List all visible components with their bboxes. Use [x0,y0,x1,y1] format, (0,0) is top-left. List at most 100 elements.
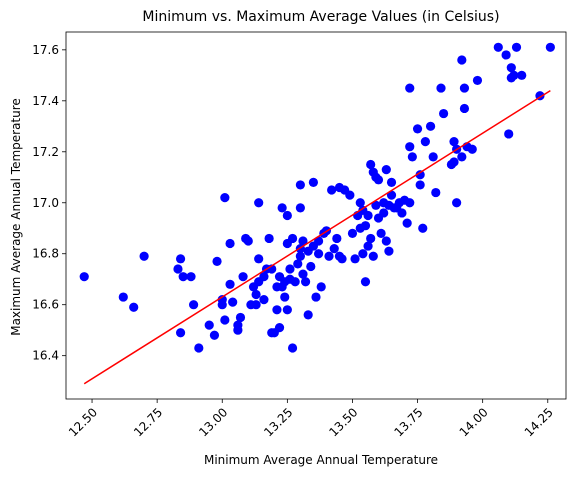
data-point [233,320,243,330]
data-point [324,251,334,261]
data-point [287,233,298,244]
data-point [457,55,467,65]
data-point [506,63,516,73]
data-point [300,277,311,287]
data-point [194,343,204,353]
data-point [420,136,430,147]
data-point [397,208,407,218]
data-point [220,315,230,325]
data-point [358,249,368,259]
x-tick-label: 14.00 [457,405,491,439]
plot-frame [65,31,567,400]
data-point [457,152,467,162]
data-point [360,221,371,231]
data-point [298,236,308,246]
data-point [173,264,183,274]
data-point [384,246,394,256]
data-point [459,83,470,93]
data-point [431,187,441,198]
data-point [282,305,292,315]
data-point [337,254,347,264]
data-point [298,269,308,279]
data-point [415,180,425,190]
y-axis-label: Maximum Average Annual Temperature [9,98,23,336]
x-tick-label: 12.75 [131,405,165,439]
data-point [186,272,196,282]
data-point [371,200,381,210]
data-point [347,228,358,238]
data-point [449,136,459,147]
data-point [402,218,412,228]
data-point [327,185,337,195]
plot-background [66,32,566,399]
data-point [366,233,376,244]
data-point [212,256,222,266]
data-point [509,70,519,80]
data-point [363,210,373,221]
data-point [314,236,324,246]
data-point [228,297,238,307]
data-point [381,165,391,175]
trend-line [83,89,551,385]
data-point [79,272,89,282]
data-point [175,254,186,264]
data-point [418,223,428,233]
data-point [293,259,303,269]
data-point [350,254,360,264]
data-point [295,203,305,213]
data-point [504,129,514,139]
axes-frame [65,31,567,400]
data-point [439,108,449,119]
data-point [415,170,425,180]
x-axis-ticks: 12.50 12.75 13.00 13.25 13.50 13.75 14.00 14.25 [66,399,556,439]
data-point [366,159,376,170]
data-point [405,198,415,208]
data-point [306,261,316,272]
x-tick-label: 13.75 [391,405,425,439]
y-tick-label: 17.6 [32,43,59,57]
data-point [282,210,292,221]
data-point [316,282,326,292]
data-point [290,277,300,287]
y-tick-label: 16.8 [32,247,59,261]
plot-area [66,32,566,399]
data-point [405,83,415,93]
data-point [277,203,287,213]
data-point [360,277,371,287]
data-point [295,180,305,190]
y-tick-label: 16.4 [32,349,59,363]
data-point [329,244,339,254]
data-point [436,83,446,93]
data-point [314,249,324,259]
data-point [381,236,391,246]
data-point [251,300,261,310]
x-axis-label: Minimum Average Annual Temperature [204,453,438,467]
data-point [295,251,305,261]
data-point [545,42,555,52]
x-tick-label: 13.50 [326,405,360,439]
data-point [311,292,321,302]
y-axis-ticks: 16.4 16.6 16.8 17.0 17.2 17.4 17.6 [32,43,66,363]
data-point [243,236,253,246]
data-point [459,103,470,114]
y-tick-label: 17.0 [32,196,59,210]
data-point [501,50,511,60]
data-point [285,264,295,274]
data-point [287,343,298,353]
data-point [452,198,462,208]
data-point [368,251,378,261]
data-point [386,177,397,187]
data-point [405,142,415,152]
data-point [303,310,313,320]
data-point [511,42,522,52]
x-tick-label: 13.25 [261,405,295,439]
data-point [373,175,384,185]
data-point [204,320,214,330]
data-points [79,42,555,353]
data-point [225,238,235,249]
data-point [412,124,423,134]
data-point [517,70,527,80]
data-point [274,323,285,333]
data-point [428,152,438,162]
